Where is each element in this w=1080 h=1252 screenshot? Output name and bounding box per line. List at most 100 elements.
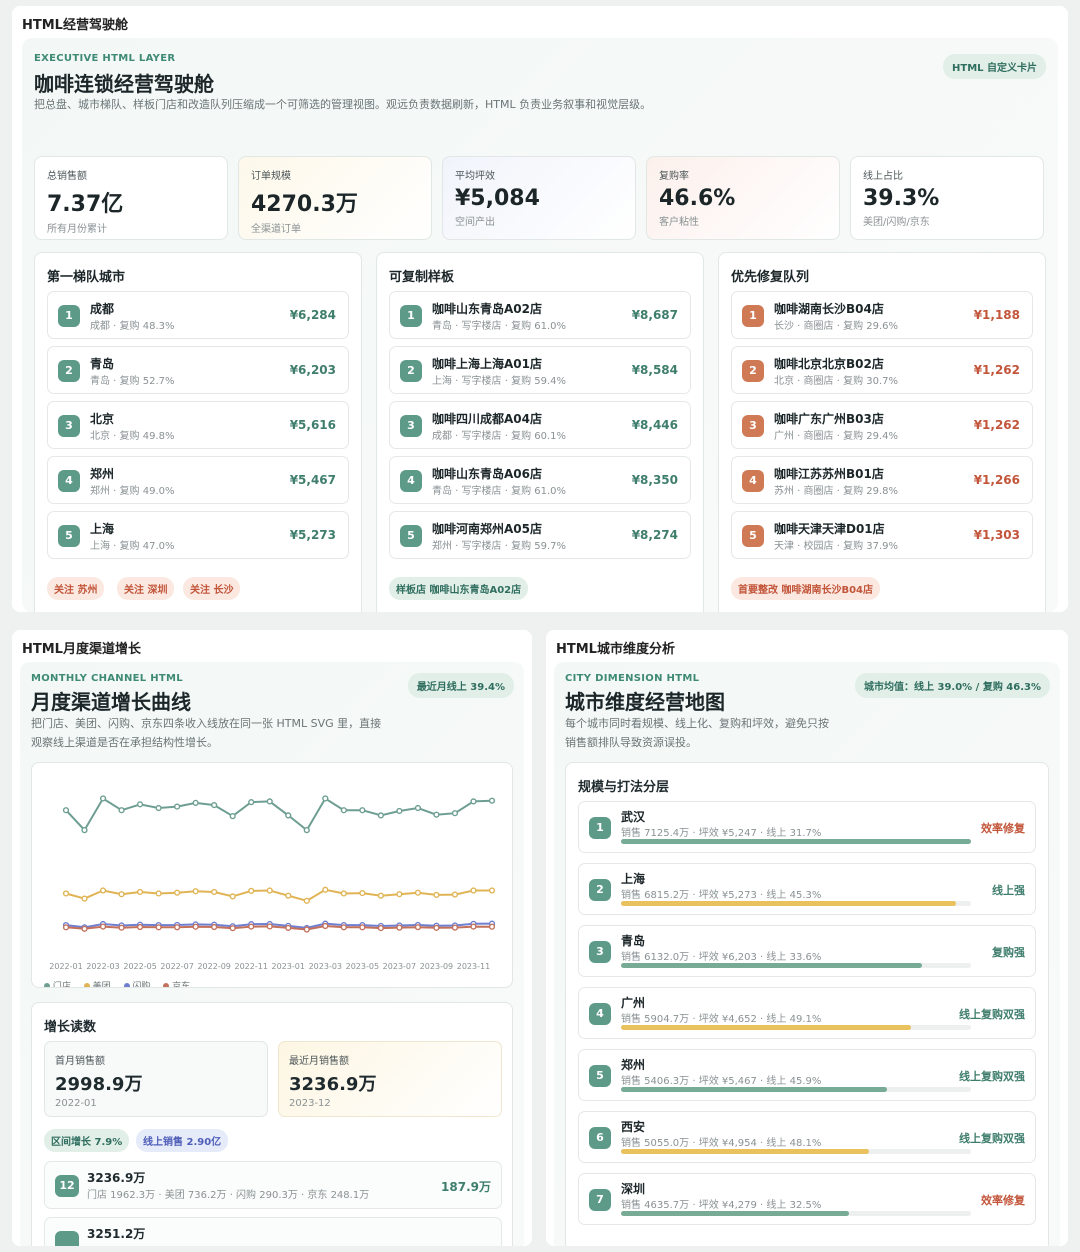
city-row[interactable]: 4 广州 销售 5904.7万 · 坪效 ¥4,652 · 线上 49.1% 线上复购… xyxy=(578,987,1036,1039)
data-point[interactable] xyxy=(359,807,366,814)
watch-tag[interactable]: 关注 深圳 xyxy=(117,577,175,600)
list-item[interactable]: 1 成都 成都 · 复购 48.3% ¥6,284 xyxy=(47,291,349,339)
data-point[interactable] xyxy=(340,924,347,931)
watch-tag[interactable]: 关注 长沙 xyxy=(183,577,241,600)
data-point[interactable] xyxy=(488,797,496,804)
data-point[interactable] xyxy=(192,799,199,806)
data-point[interactable] xyxy=(359,924,366,931)
table-row[interactable]: 3251.2万 xyxy=(44,1217,502,1246)
data-point[interactable] xyxy=(211,801,218,809)
table-row[interactable]: 12 3236.9万 门店 1962.3万 · 美团 736.2万 · 闪购 2… xyxy=(44,1161,502,1209)
data-point[interactable] xyxy=(433,891,440,899)
list-item[interactable]: 1 咖啡湖南长沙B04店 长沙 · 商圈店 · 复购 29.6% ¥1,188 xyxy=(731,291,1033,339)
list-item[interactable]: 3 北京 北京 · 复购 49.8% ¥5,616 xyxy=(47,401,349,449)
data-point[interactable] xyxy=(62,807,70,814)
data-point[interactable] xyxy=(229,893,236,900)
data-point[interactable] xyxy=(81,827,88,834)
data-point[interactable] xyxy=(470,923,477,930)
data-point[interactable] xyxy=(99,795,107,802)
sample-store-tag[interactable]: 样板店 咖啡山东青岛A02店 xyxy=(389,577,529,600)
data-point[interactable] xyxy=(488,923,496,930)
data-point[interactable] xyxy=(322,886,329,893)
data-point[interactable] xyxy=(211,888,218,896)
city-row[interactable]: 2 上海 销售 6815.2万 · 坪效 ¥5,273 · 线上 45.3% 线上强 xyxy=(578,863,1036,915)
data-point[interactable] xyxy=(118,924,125,931)
data-point[interactable] xyxy=(396,891,403,898)
priority-fix-tag[interactable]: 首要整改 咖啡湖南长沙B04店 xyxy=(731,577,881,600)
data-point[interactable] xyxy=(303,926,310,933)
city-row[interactable]: 7 深圳 销售 4635.7万 · 坪效 ¥4,279 · 线上 32.5% 效率修复 xyxy=(578,1173,1036,1225)
data-point[interactable] xyxy=(414,924,422,931)
data-point[interactable] xyxy=(285,924,292,932)
data-point[interactable] xyxy=(136,888,144,896)
data-point[interactable] xyxy=(229,925,236,932)
data-point[interactable] xyxy=(451,891,459,898)
data-point[interactable] xyxy=(266,923,273,930)
data-point[interactable] xyxy=(248,923,255,930)
list-item[interactable]: 2 青岛 青岛 · 复购 52.7% ¥6,203 xyxy=(47,346,349,394)
data-point[interactable] xyxy=(174,889,181,896)
list-item[interactable]: 5 上海 上海 · 复购 47.0% ¥5,273 xyxy=(47,511,349,559)
data-point[interactable] xyxy=(377,924,384,932)
data-point[interactable] xyxy=(359,889,366,897)
data-point[interactable] xyxy=(99,887,107,894)
data-point[interactable] xyxy=(99,923,107,930)
list-item[interactable]: 2 咖啡上海上海A01店 上海 · 写字楼店 · 复购 59.4% ¥8,584 xyxy=(389,346,691,394)
data-point[interactable] xyxy=(155,924,162,931)
data-point[interactable] xyxy=(414,804,422,812)
data-point[interactable] xyxy=(155,804,162,812)
data-point[interactable] xyxy=(396,807,403,815)
data-point[interactable] xyxy=(451,810,459,817)
data-point[interactable] xyxy=(266,887,273,894)
data-point[interactable] xyxy=(62,924,70,931)
data-point[interactable] xyxy=(248,799,255,806)
city-row[interactable]: 1 武汉 销售 7125.4万 · 坪效 ¥5,247 · 线上 31.7% 效率修复 xyxy=(578,801,1036,853)
data-point[interactable] xyxy=(303,827,310,834)
data-point[interactable] xyxy=(322,922,329,930)
data-point[interactable] xyxy=(340,890,347,897)
data-point[interactable] xyxy=(303,897,310,904)
data-point[interactable] xyxy=(285,812,292,819)
data-point[interactable] xyxy=(322,795,329,802)
data-point[interactable] xyxy=(174,924,181,931)
city-row[interactable]: 6 西安 销售 5055.0万 · 坪效 ¥4,954 · 线上 48.1% 线上复购… xyxy=(578,1111,1036,1163)
data-point[interactable] xyxy=(81,895,88,902)
data-point[interactable] xyxy=(62,890,70,897)
data-point[interactable] xyxy=(266,798,273,805)
data-point[interactable] xyxy=(118,891,125,898)
city-row[interactable]: 3 青岛 销售 6132.0万 · 坪效 ¥6,203 · 线上 33.6% 复购强 xyxy=(578,925,1036,977)
list-item[interactable]: 5 咖啡河南郑州A05店 郑州 · 写字楼店 · 复购 59.7% ¥8,274 xyxy=(389,511,691,559)
data-point[interactable] xyxy=(340,807,347,814)
list-item[interactable]: 4 咖啡江苏苏州B01店 苏州 · 商圈店 · 复购 29.8% ¥1,266 xyxy=(731,456,1033,504)
data-point[interactable] xyxy=(229,813,236,820)
data-point[interactable] xyxy=(81,925,88,932)
list-item[interactable]: 3 咖啡四川成都A04店 成都 · 写字楼店 · 复购 60.1% ¥8,446 xyxy=(389,401,691,449)
list-item[interactable]: 2 咖啡北京北京B02店 北京 · 商圈店 · 复购 30.7% ¥1,262 xyxy=(731,346,1033,394)
list-item[interactable]: 5 咖啡天津天津D01店 天津 · 校园店 · 复购 37.9% ¥1,303 xyxy=(731,511,1033,559)
data-point[interactable] xyxy=(488,887,496,894)
data-point[interactable] xyxy=(451,924,459,931)
list-item[interactable]: 4 咖啡山东青岛A06店 青岛 · 写字楼店 · 复购 61.0% ¥8,350 xyxy=(389,456,691,504)
data-point[interactable] xyxy=(155,890,162,897)
list-item[interactable]: 3 咖啡广东广州B03店 广州 · 商圈店 · 复购 29.4% ¥1,262 xyxy=(731,401,1033,449)
data-point[interactable] xyxy=(136,923,144,931)
city-row[interactable]: 5 郑州 销售 5406.3万 · 坪效 ¥5,467 · 线上 45.9% 线上复购… xyxy=(578,1049,1036,1101)
data-point[interactable] xyxy=(285,892,292,899)
data-point[interactable] xyxy=(248,887,255,894)
data-point[interactable] xyxy=(396,924,403,931)
list-item[interactable]: 1 咖啡山东青岛A02店 青岛 · 写字楼店 · 复购 61.0% ¥8,687 xyxy=(389,291,691,339)
data-point[interactable] xyxy=(211,923,218,931)
data-point[interactable] xyxy=(136,801,144,808)
data-point[interactable] xyxy=(192,888,199,895)
data-point[interactable] xyxy=(192,923,199,930)
data-point[interactable] xyxy=(470,887,477,894)
data-point[interactable] xyxy=(470,798,477,805)
list-item[interactable]: 4 郑州 郑州 · 复购 49.0% ¥5,467 xyxy=(47,456,349,504)
data-point[interactable] xyxy=(414,889,422,896)
data-point[interactable] xyxy=(433,924,440,931)
data-point[interactable] xyxy=(377,892,384,899)
data-point[interactable] xyxy=(377,812,384,819)
watch-tag[interactable]: 关注 苏州 xyxy=(47,577,105,600)
data-point[interactable] xyxy=(118,807,125,814)
data-point[interactable] xyxy=(174,803,181,810)
